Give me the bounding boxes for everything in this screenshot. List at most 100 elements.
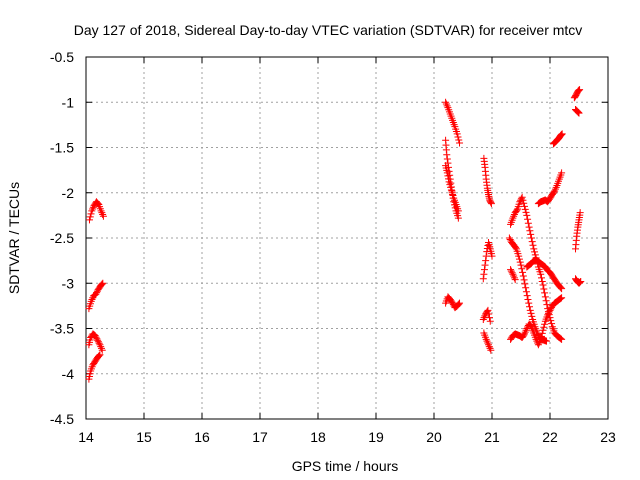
data-point (455, 136, 463, 144)
data-point (571, 93, 579, 101)
data-point (575, 86, 583, 94)
y-axis-tick-labels: -0.5 -1 -1.5 -2 -2.5 -3 -3.5 -4 -4.5 (50, 49, 74, 427)
data-point (574, 87, 582, 95)
data-point (87, 210, 95, 218)
data-point (557, 131, 565, 139)
data-point (541, 293, 549, 301)
data-point (546, 306, 554, 314)
y-tick-label: -3 (62, 275, 75, 291)
data-point (530, 245, 538, 253)
data-point (479, 275, 487, 283)
grid (86, 57, 608, 419)
data-point (89, 205, 97, 213)
data-point (481, 261, 489, 269)
data-point (488, 252, 496, 260)
data-point (524, 219, 532, 227)
data-point (97, 343, 105, 351)
data-point (533, 329, 541, 337)
data-points (85, 86, 585, 383)
data-point (482, 257, 490, 265)
data-point (522, 284, 530, 292)
data-point (548, 320, 556, 328)
data-point (96, 341, 104, 349)
data-point (521, 328, 529, 336)
data-point (454, 133, 462, 141)
x-tick-label: 16 (194, 429, 210, 445)
data-point (574, 109, 582, 117)
data-point (515, 252, 523, 260)
data-point (552, 183, 560, 191)
data-point (93, 199, 101, 207)
data-point (94, 353, 102, 361)
data-point (512, 244, 520, 252)
data-point (556, 295, 564, 303)
data-point (92, 333, 100, 341)
data-point (88, 207, 96, 215)
data-point (479, 315, 487, 323)
data-point (529, 241, 537, 249)
data-point (574, 87, 582, 95)
data-point (92, 290, 100, 298)
data-point (455, 300, 463, 308)
data-point (526, 306, 534, 314)
data-point (485, 341, 493, 349)
data-point (99, 210, 107, 218)
data-point (454, 214, 462, 222)
data-point (99, 279, 107, 287)
data-point (88, 296, 96, 304)
data-point (527, 234, 535, 242)
x-tick-label: 19 (368, 429, 384, 445)
data-point (517, 195, 525, 203)
data-point (556, 132, 564, 140)
data-point (542, 297, 550, 305)
data-point (482, 335, 490, 343)
data-point (541, 289, 549, 297)
data-point (576, 278, 584, 286)
data-point (539, 326, 547, 334)
data-point (510, 272, 518, 280)
data-point (487, 198, 495, 206)
data-point (443, 155, 451, 163)
data-point (556, 334, 564, 342)
data-point (543, 301, 551, 309)
data-point (558, 169, 566, 177)
data-point (508, 269, 516, 277)
data-point (544, 311, 552, 319)
y-tick-label: -4 (62, 366, 75, 382)
data-point (509, 270, 517, 278)
data-point (505, 234, 513, 242)
data-point (449, 299, 457, 307)
data-point (85, 216, 93, 224)
data-point (526, 227, 534, 235)
data-point (525, 299, 533, 307)
data-point (456, 139, 464, 147)
y-tick-label: -2 (62, 185, 75, 201)
y-tick-label: -1 (62, 94, 75, 110)
data-point (527, 309, 535, 317)
data-point (454, 301, 462, 309)
data-point (95, 339, 103, 347)
data-point (523, 211, 531, 219)
data-point (550, 188, 558, 196)
data-point (573, 107, 581, 115)
data-point (87, 297, 95, 305)
data-point (576, 209, 584, 217)
x-tick-label: 23 (600, 429, 616, 445)
data-point (511, 276, 519, 284)
data-point (444, 172, 452, 180)
x-axis-tick-labels: 14 15 16 17 18 19 20 21 22 23 (78, 429, 616, 445)
data-point (521, 280, 529, 288)
data-point (521, 205, 529, 213)
data-point (91, 332, 99, 340)
data-point (510, 212, 518, 220)
data-point (94, 336, 102, 344)
data-point (94, 200, 102, 208)
data-point (558, 294, 566, 302)
data-point (483, 337, 491, 345)
data-point (540, 323, 548, 331)
data-point (93, 289, 101, 297)
data-point (522, 288, 530, 296)
data-point (97, 281, 105, 289)
